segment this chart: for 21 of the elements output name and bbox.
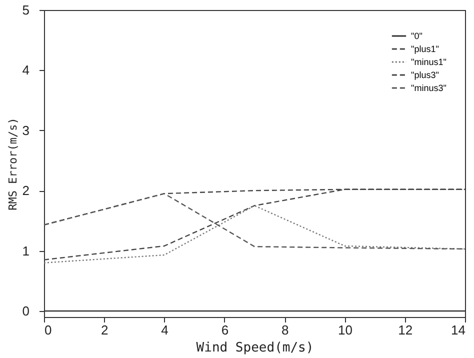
y-tick-label: 1: [22, 243, 30, 258]
x-tick-label: 2: [101, 322, 108, 338]
y-tick-label: 4: [22, 62, 30, 78]
legend-label: "plus3": [411, 70, 439, 80]
y-tick-label: 0: [22, 303, 30, 318]
y-tick-label: 5: [22, 2, 30, 18]
x-tick-label: 10: [338, 322, 352, 338]
y-tick-label: 2: [22, 183, 30, 198]
x-tick-label: 0: [44, 322, 52, 338]
x-tick-label: 6: [221, 322, 229, 338]
legend-label: "0": [411, 31, 422, 41]
legend-label: "minus3": [411, 83, 446, 93]
x-tick-label: 8: [281, 322, 289, 338]
y-axis-title: RMS Error(m/s): [6, 118, 20, 210]
x-tick-label: 12: [398, 322, 413, 338]
y-tick-label: 3: [22, 122, 30, 138]
x-axis-title: Wind Speed(m/s): [196, 340, 314, 356]
x-tick-label: 4: [161, 322, 168, 338]
legend-label: "minus1": [411, 57, 446, 67]
legend-label: "plus1": [411, 44, 439, 54]
x-tick-label: 14: [451, 322, 466, 338]
